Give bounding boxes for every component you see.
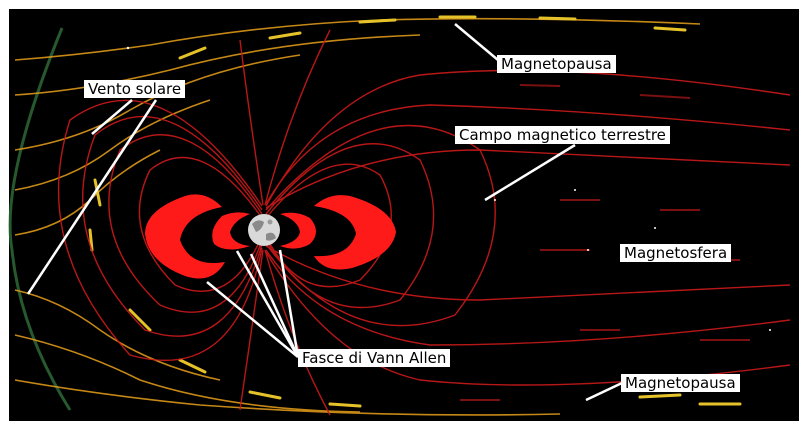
label-vento-solare: Vento solare [84, 80, 186, 98]
field-lines [57, 29, 791, 416]
label-magnetopausa-top: Magnetopausa [497, 55, 616, 73]
pointer-vento-1 [91, 99, 133, 135]
van-allen-belts [145, 194, 396, 279]
earth-icon [248, 214, 280, 246]
inner-belt-left [212, 212, 250, 250]
pointer-vento-2 [26, 99, 158, 295]
inner-belt-right [280, 212, 316, 249]
bow-shock [8, 27, 72, 411]
pointer-lines [26, 23, 623, 402]
pointer-magpausa-bot [585, 381, 623, 402]
label-magnetosfera: Magnetosfera [620, 244, 732, 262]
label-campo-magnetico: Campo magnetico terrestre [455, 126, 670, 144]
stars [126, 46, 771, 331]
label-magnetopausa-bottom: Magnetopausa [621, 374, 740, 392]
pointer-fasce-1 [206, 281, 299, 358]
pointer-fasce-3 [249, 253, 300, 358]
pointer-fasce-4 [278, 249, 300, 358]
pointer-campo [484, 143, 576, 202]
outer-belt-left [145, 194, 225, 279]
pointer-magpausa-top [454, 23, 499, 61]
solar-wind-dashes [88, 15, 742, 408]
solar-wind-lines [14, 17, 701, 416]
tail-dashes [460, 84, 750, 401]
outer-belt-right [314, 195, 396, 270]
label-fasce-van-allen: Fasce di Vann Allen [298, 349, 451, 367]
pointer-fasce-2 [235, 250, 300, 358]
